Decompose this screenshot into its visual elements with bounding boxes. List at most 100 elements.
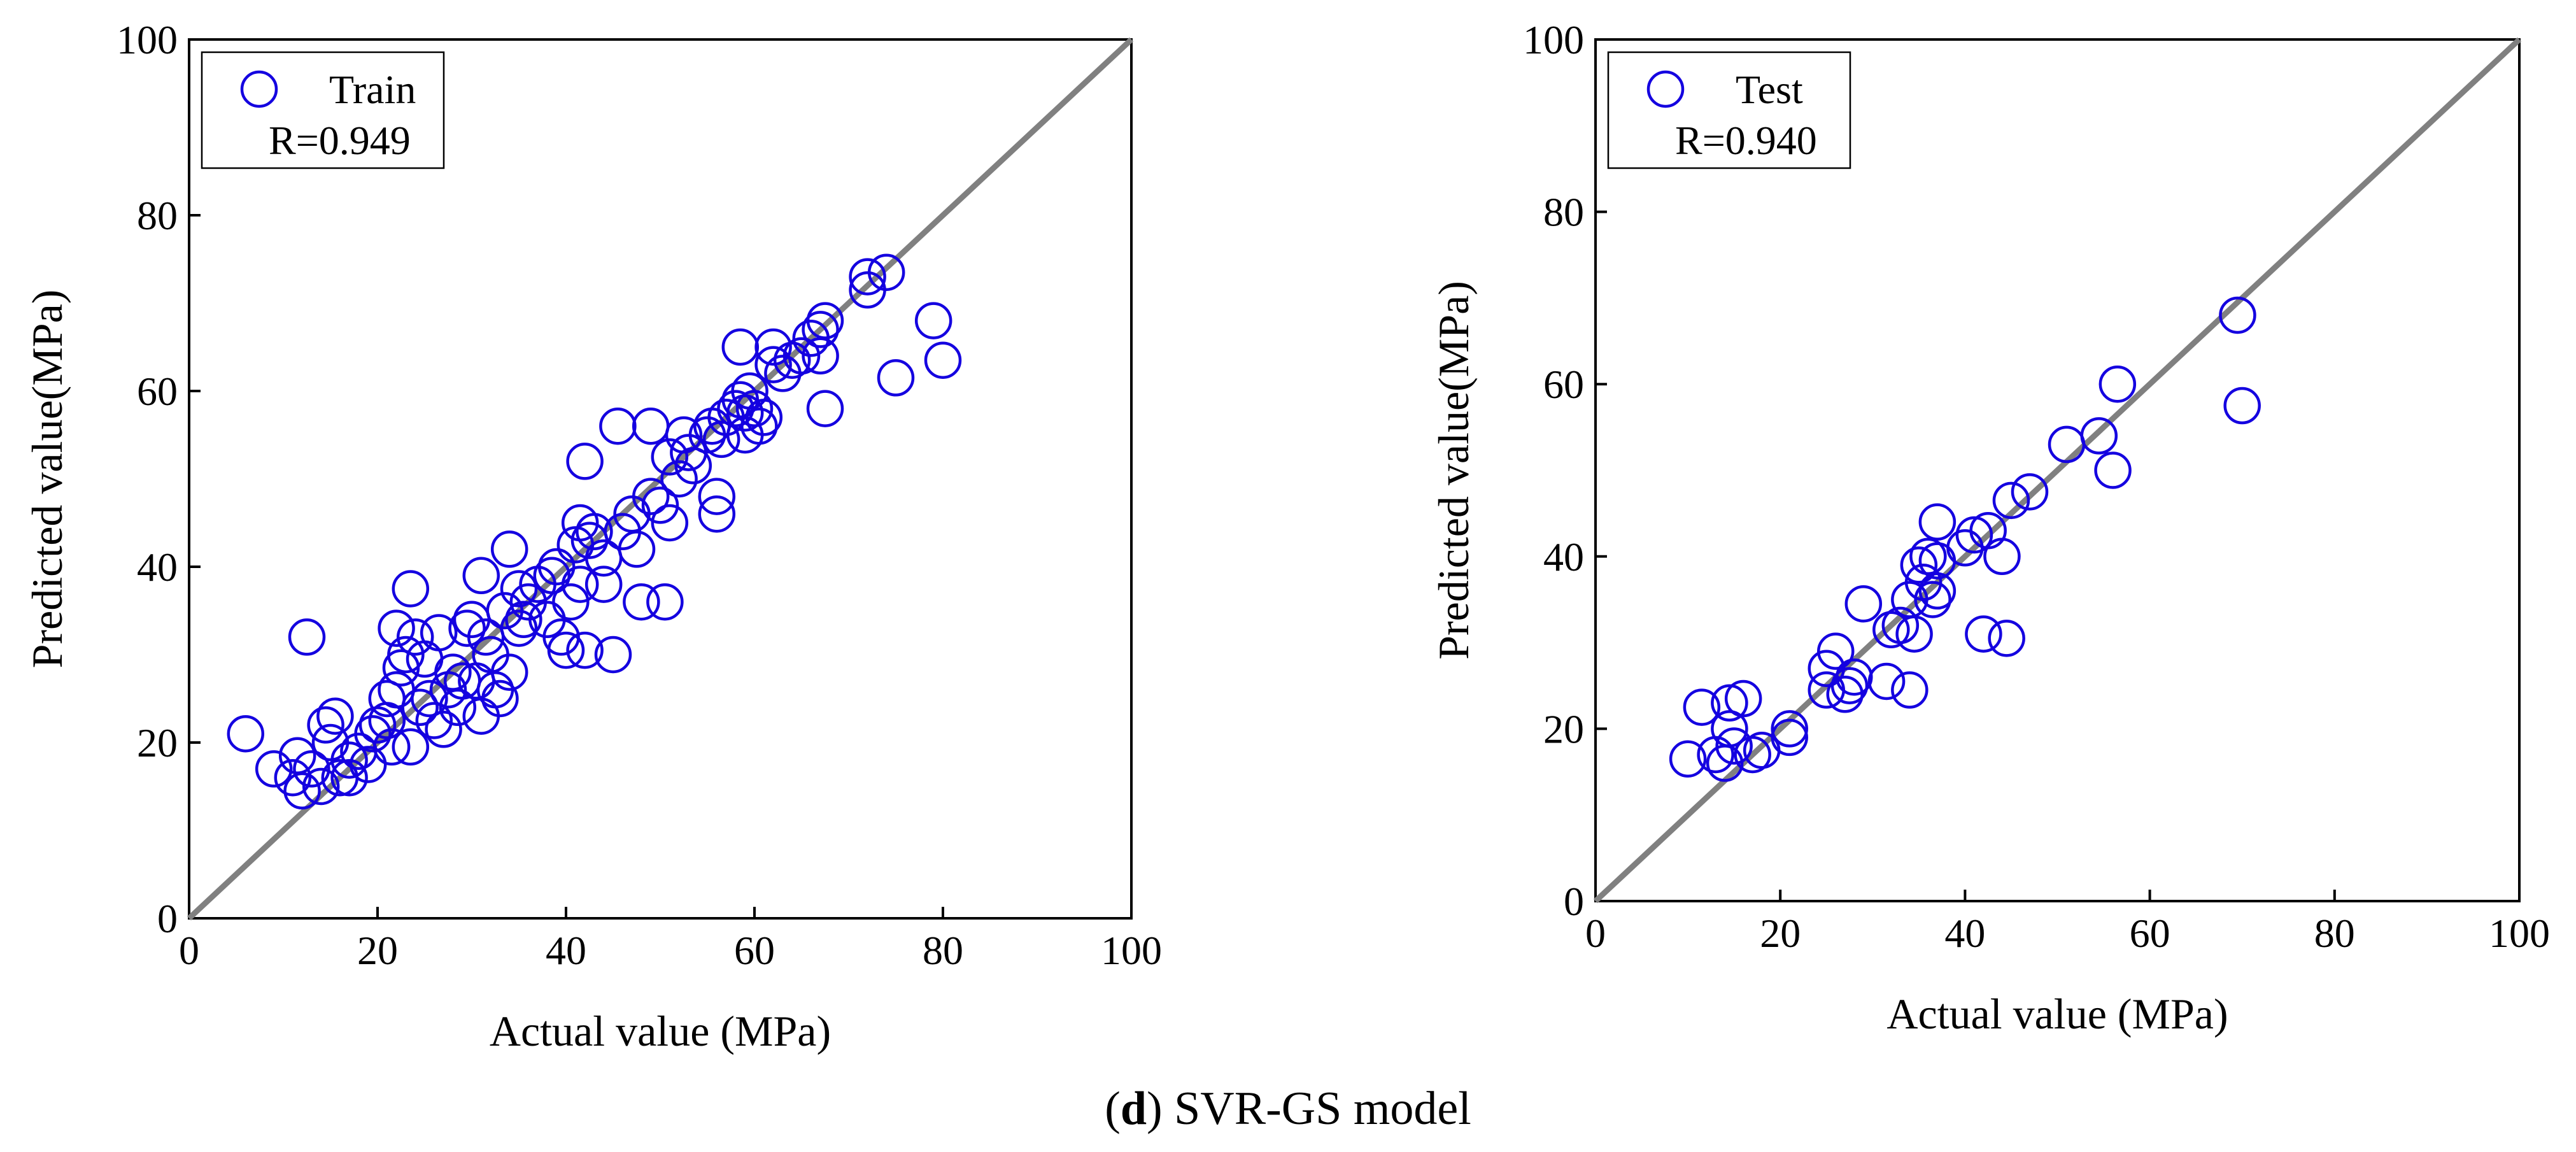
- data-point: [378, 609, 415, 647]
- data-point: [537, 548, 576, 586]
- data-point: [754, 328, 792, 366]
- data-point: [490, 530, 528, 568]
- data-point: [378, 671, 415, 709]
- data-point: [490, 653, 528, 691]
- data-point: [1836, 658, 1873, 696]
- data-point: [1844, 585, 1883, 623]
- data-point: [1955, 516, 1993, 554]
- y-axis-title: Predicted value(MPa): [23, 290, 71, 669]
- data-point: [651, 504, 689, 542]
- y-tick-label: 100: [1523, 17, 1584, 62]
- data-point: [914, 302, 952, 339]
- test-scatter-chart: 0 20 40 60 80 100 0 20 40 60 80 100 Actual value (MP…: [1429, 17, 2550, 1038]
- data-point: [462, 557, 500, 595]
- data-point: [702, 420, 740, 459]
- data-point: [307, 706, 344, 744]
- data-point: [500, 570, 538, 608]
- data-point: [566, 631, 604, 669]
- data-point: [1826, 676, 1864, 713]
- data-point: [561, 565, 599, 603]
- data-point: [2094, 452, 2132, 489]
- data-point: [372, 728, 411, 766]
- data-point: [2223, 387, 2261, 425]
- data-point: [806, 302, 844, 339]
- caption-text: SVR-GS model: [1174, 1083, 1471, 1135]
- x-tick-label: 60: [734, 928, 775, 973]
- legend-box: [1607, 51, 1851, 169]
- y-tick-label: 60: [137, 369, 178, 414]
- x-tick-label: 20: [1760, 911, 1801, 956]
- x-tick-label: 20: [357, 928, 398, 973]
- data-point: [867, 253, 905, 291]
- data-point: [227, 715, 265, 753]
- y-tick-label: 0: [157, 896, 178, 941]
- data-point: [293, 750, 330, 788]
- data-point: [387, 636, 425, 674]
- legend-stat: R=0.940: [1675, 118, 1817, 163]
- data-point: [547, 631, 585, 669]
- data-point: [1715, 727, 1753, 765]
- data-point: [316, 697, 354, 735]
- data-point: [396, 618, 434, 656]
- data-point: [1711, 710, 1748, 748]
- plot-frame: [188, 38, 1133, 920]
- y-tick-label: 0: [1564, 879, 1584, 924]
- y-tick-label: 40: [137, 544, 178, 590]
- x-tick-label: 40: [546, 928, 586, 973]
- data-point: [924, 341, 962, 379]
- data-point: [349, 746, 387, 783]
- data-point: [420, 614, 458, 651]
- data-point: [505, 601, 542, 639]
- figure-caption: (d) SVR-GS model: [1105, 1083, 1471, 1135]
- y-tick-label: 80: [1543, 190, 1584, 235]
- data-point: [288, 618, 326, 656]
- data-point: [255, 750, 293, 788]
- data-point: [533, 557, 571, 595]
- data-point: [599, 407, 637, 445]
- data-point: [806, 390, 844, 427]
- data-point: [354, 715, 392, 753]
- data-point: [1992, 481, 2030, 520]
- legend: Train R=0.949: [201, 51, 445, 169]
- data-point: [1988, 620, 2025, 657]
- y-tick-label: 40: [1543, 534, 1584, 580]
- data-point: [877, 359, 915, 397]
- plot-frame: [1594, 38, 2521, 902]
- data-point: [782, 337, 821, 375]
- data-point: [754, 346, 792, 383]
- data-point: [552, 583, 590, 621]
- data-point: [401, 688, 439, 727]
- reference-line: [1593, 37, 2522, 904]
- data-point: [2048, 425, 2086, 464]
- data-point: [274, 758, 312, 797]
- x-tick-label: 60: [2130, 911, 2170, 956]
- data-point: [439, 688, 477, 727]
- data-point: [1771, 710, 1808, 748]
- data-point: [1918, 503, 1957, 541]
- x-axis-title: Actual value (MPa): [1886, 990, 2228, 1038]
- data-point: [566, 443, 604, 480]
- y-axis-title: Predicted value(MPa): [1429, 281, 1478, 660]
- data-point: [646, 583, 684, 621]
- data-point: [1830, 667, 1869, 704]
- data-point: [302, 767, 340, 806]
- data-point: [2080, 417, 2118, 455]
- legend: Test R=0.940: [1607, 51, 1851, 169]
- data-point: [594, 636, 632, 674]
- legend-marker: [1646, 70, 1685, 108]
- data-point: [632, 407, 670, 445]
- x-tick-label: 80: [923, 928, 963, 973]
- x-tick-label: 100: [2489, 911, 2550, 956]
- data-point: [500, 609, 538, 647]
- data-point: [1817, 632, 1855, 670]
- legend-stat: R=0.949: [269, 118, 411, 163]
- legend-marker: [240, 70, 278, 108]
- reference-line: [187, 37, 1134, 921]
- data-point: [623, 583, 660, 621]
- data-point: [674, 447, 712, 485]
- data-point: [2219, 296, 2256, 334]
- data-point: [698, 495, 736, 533]
- data-point: [1895, 615, 1933, 653]
- data-point: [1900, 546, 1938, 584]
- data-point: [721, 328, 760, 366]
